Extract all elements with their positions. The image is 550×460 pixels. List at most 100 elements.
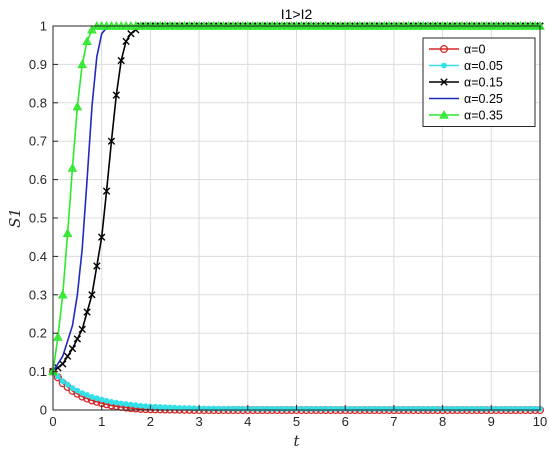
dot-marker <box>337 405 344 412</box>
dot-marker <box>366 405 373 412</box>
legend-entry: α=0.15 <box>429 75 503 89</box>
dot-marker <box>410 405 417 412</box>
dot-marker <box>381 405 388 412</box>
dot-marker <box>103 397 110 404</box>
dot-marker <box>317 405 324 412</box>
x-tick-label: 7 <box>390 414 397 429</box>
x-marker <box>73 335 82 343</box>
x-marker <box>63 352 72 360</box>
triangle-marker <box>53 332 63 341</box>
dot-marker <box>483 405 490 412</box>
y-tick-label: 1 <box>40 19 47 34</box>
dot-marker <box>59 378 66 385</box>
y-tick-label: 0.3 <box>29 287 47 302</box>
dot-marker <box>434 405 441 412</box>
triangle-marker <box>72 101 83 111</box>
y-tick-label: 0.9 <box>29 57 47 72</box>
legend-label: α=0.15 <box>464 75 503 89</box>
dot-marker <box>118 400 125 407</box>
dot-marker <box>308 405 315 412</box>
dot-marker <box>254 405 261 412</box>
dot-marker <box>322 405 329 412</box>
dot-marker <box>64 381 71 388</box>
circle-marker <box>439 44 449 54</box>
x-marker <box>68 344 77 353</box>
x-marker <box>127 29 135 38</box>
x-marker <box>98 233 106 241</box>
dot-marker <box>478 405 485 412</box>
legend-label: α=0.05 <box>464 59 503 73</box>
x-tick-label: 5 <box>293 414 300 429</box>
dot-marker <box>361 405 368 412</box>
x-marker <box>54 364 62 372</box>
chart-title: I1>I2 <box>281 6 313 22</box>
dot-marker <box>454 405 461 412</box>
dot-marker <box>84 392 90 398</box>
triangle-marker <box>77 59 88 69</box>
dot-marker <box>415 405 422 412</box>
dot-marker <box>527 405 534 412</box>
y-tick-label: 0.7 <box>29 134 47 149</box>
dot-marker <box>303 405 310 412</box>
dot-marker <box>441 62 447 69</box>
dot-marker <box>405 405 412 412</box>
triangle-marker <box>62 228 73 238</box>
dot-marker <box>162 404 168 411</box>
dot-marker <box>532 405 539 412</box>
x-tick-label: 4 <box>244 414 251 429</box>
dot-marker <box>249 405 256 412</box>
triangle-marker <box>57 289 68 299</box>
dot-marker <box>449 405 456 412</box>
dot-marker <box>327 405 334 412</box>
dot-marker <box>498 405 504 412</box>
y-tick-labels: 0 0.1 0.2 0.3 0.4 0.5 0.6 0.7 0.8 0.9 1 <box>29 19 47 418</box>
legend-label: α=0.25 <box>464 92 503 106</box>
dot-marker <box>108 399 115 405</box>
legend-entry: α=0 <box>429 42 486 56</box>
dot-marker <box>468 405 475 412</box>
dot-marker <box>313 405 319 412</box>
y-tick-label: 0.1 <box>29 364 47 379</box>
legend: α=0 α=0.05 α=0.15 α=0.25 α=0.35 <box>422 37 536 127</box>
x-tick-label: 1 <box>98 414 105 429</box>
dot-marker <box>259 405 266 412</box>
dot-marker <box>356 405 363 412</box>
x-marker <box>107 137 116 145</box>
dot-marker <box>166 404 173 411</box>
x-marker <box>112 91 121 99</box>
y-axis-label: S1 <box>6 208 24 228</box>
dot-marker <box>517 405 524 412</box>
dot-marker <box>264 405 271 412</box>
dot-marker <box>298 405 305 412</box>
dot-marker <box>278 405 285 412</box>
x-tick-label: 10 <box>533 414 547 429</box>
dot-marker <box>69 385 76 392</box>
x-tick-label: 0 <box>49 414 56 429</box>
dot-marker <box>274 405 280 412</box>
dot-marker <box>137 402 144 409</box>
x-marker <box>93 262 101 270</box>
x-marker <box>59 360 67 368</box>
legend-entry: α=0.05 <box>429 59 503 73</box>
x-marker <box>78 325 86 334</box>
dot-marker <box>420 405 427 412</box>
legend-label: α=0 <box>464 42 486 56</box>
triangle-marker <box>82 36 92 46</box>
dot-marker <box>269 405 276 412</box>
y-tick-label: 0.8 <box>29 95 47 110</box>
dot-marker <box>128 401 134 408</box>
dot-marker <box>152 403 159 410</box>
dot-marker <box>371 405 378 412</box>
legend-entry: α=0.25 <box>429 92 503 106</box>
dot-marker <box>157 404 164 410</box>
dot-marker <box>89 394 95 400</box>
dot-marker <box>507 405 514 412</box>
dot-marker <box>395 405 402 412</box>
dot-marker <box>400 405 407 412</box>
dot-marker <box>288 405 295 412</box>
tick-marks <box>52 25 541 411</box>
triangle-marker <box>67 163 78 172</box>
dot-marker <box>283 405 290 412</box>
x-tick-label: 9 <box>488 414 495 429</box>
